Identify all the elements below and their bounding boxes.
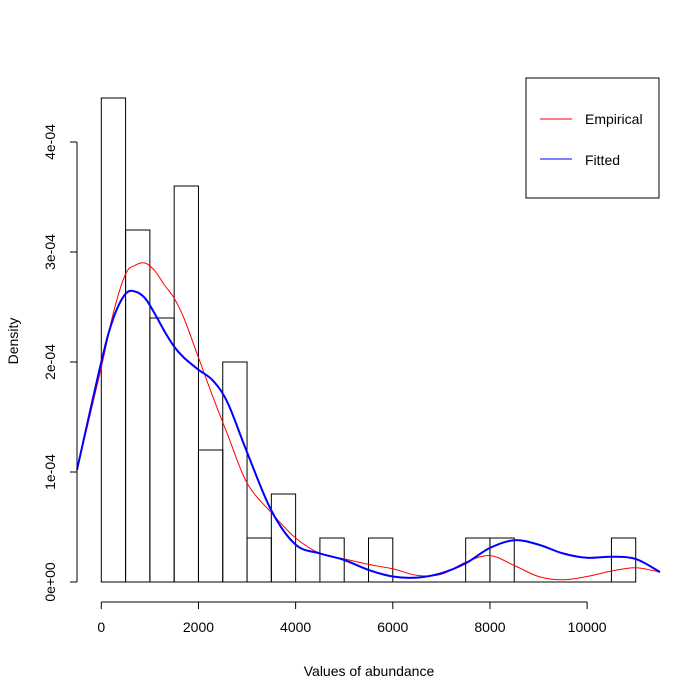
x-axis-label: Values of abundance <box>304 663 435 679</box>
histogram-bar-21 <box>610 537 637 583</box>
x-axis: 0 2000 4000 6000 8000 10000 <box>97 601 607 635</box>
histogram-bar-11 <box>368 537 394 583</box>
histogram-bar-15 <box>465 537 491 583</box>
histogram-bar-3 <box>173 185 199 583</box>
y-tick-label-3: 3e-04 <box>42 234 58 270</box>
x-tick-label-4: 8000 <box>474 619 505 635</box>
y-tick-label-4: 4e-04 <box>42 124 58 160</box>
histogram-bar-5 <box>222 361 248 583</box>
x-tick-label-5: 10000 <box>568 619 607 635</box>
legend-label-fitted: Fitted <box>585 152 620 168</box>
histogram-bars <box>100 97 637 583</box>
x-tick-label-0: 0 <box>97 619 105 635</box>
histogram-bar-4 <box>197 449 224 583</box>
histogram-bar-6 <box>246 537 272 583</box>
series-line-empirical <box>76 262 661 581</box>
x-tick-label-2: 4000 <box>280 619 311 635</box>
y-tick-label-0: 0e+00 <box>42 562 58 602</box>
y-tick-label-1: 1e-04 <box>42 454 58 490</box>
histogram-bar-16 <box>489 537 515 583</box>
histogram-bar-9 <box>319 537 345 583</box>
density-curves <box>76 262 661 581</box>
histogram-bar-1 <box>125 229 151 583</box>
histogram-bar-7 <box>270 493 297 583</box>
x-tick-label-3: 6000 <box>377 619 408 635</box>
x-tick-label-1: 2000 <box>183 619 214 635</box>
y-axis-label: Density <box>5 318 21 365</box>
legend-box <box>525 77 660 199</box>
y-axis: 0e+00 1e-04 2e-04 3e-04 4e-04 <box>42 124 78 602</box>
series-line-fitted <box>76 289 661 579</box>
histogram-bar-0 <box>100 97 127 583</box>
legend-label-empirical: Empirical <box>585 111 643 127</box>
histogram-bar-2 <box>149 317 175 583</box>
legend: Empirical Fitted <box>525 77 660 199</box>
y-tick-label-2: 2e-04 <box>42 344 58 380</box>
